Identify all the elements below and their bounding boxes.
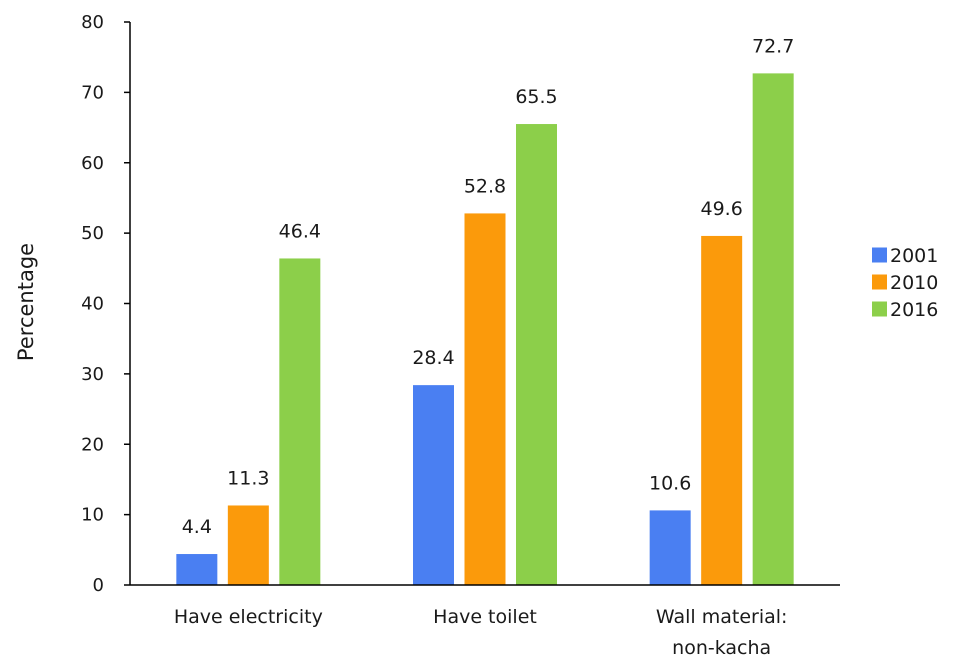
y-tick-label: 60 bbox=[81, 153, 104, 174]
bar-2016 bbox=[279, 258, 321, 585]
category-label: Have electricity bbox=[174, 606, 323, 628]
y-tick-label: 20 bbox=[81, 434, 104, 455]
bar-2010 bbox=[227, 505, 269, 585]
y-tick-label: 80 bbox=[81, 12, 104, 33]
bar-2010 bbox=[464, 213, 506, 586]
y-axis: 0 10 20 30 40 50 60 70 80 bbox=[81, 12, 131, 596]
y-tick-label: 0 bbox=[93, 575, 104, 596]
legend-label: 2010 bbox=[890, 272, 938, 294]
data-label: 65.5 bbox=[515, 86, 557, 108]
legend-label: 2001 bbox=[890, 245, 938, 267]
legend-swatch-2016 bbox=[872, 301, 887, 317]
data-label: 46.4 bbox=[279, 220, 321, 242]
data-labels: 4.4 11.3 46.4 28.4 52.8 65.5 10.6 49.6 72.7 bbox=[182, 35, 795, 538]
bar-2016 bbox=[516, 124, 557, 585]
category-label: Wall material: non-kacha bbox=[656, 606, 788, 659]
legend-swatch-2001 bbox=[872, 247, 887, 263]
data-label: 49.6 bbox=[701, 198, 743, 220]
y-tick-label: 10 bbox=[81, 505, 104, 526]
bar-2001 bbox=[413, 385, 454, 585]
bars bbox=[176, 73, 794, 586]
y-tick-label: 70 bbox=[81, 82, 104, 103]
legend-label: 2016 bbox=[890, 299, 938, 321]
bar-2001 bbox=[176, 554, 218, 585]
bar-2001 bbox=[649, 510, 691, 585]
data-label: 28.4 bbox=[412, 347, 454, 369]
legend: 2001 2010 2016 bbox=[872, 245, 938, 321]
category-label: Have toilet bbox=[433, 606, 537, 628]
data-label: 72.7 bbox=[752, 35, 794, 57]
x-axis: Have electricity Have toilet Wall material… bbox=[130, 584, 840, 659]
data-label: 52.8 bbox=[464, 175, 506, 197]
data-label: 10.6 bbox=[649, 472, 691, 494]
data-label: 4.4 bbox=[182, 516, 212, 538]
bar-2010 bbox=[701, 235, 743, 585]
legend-swatch-2010 bbox=[872, 274, 887, 290]
bar-2016 bbox=[752, 73, 794, 585]
data-label: 11.3 bbox=[227, 467, 269, 489]
y-axis-title: Percentage bbox=[14, 243, 38, 361]
y-tick-label: 50 bbox=[81, 223, 104, 244]
y-tick-label: 30 bbox=[81, 364, 104, 385]
y-tick-label: 40 bbox=[81, 294, 104, 315]
